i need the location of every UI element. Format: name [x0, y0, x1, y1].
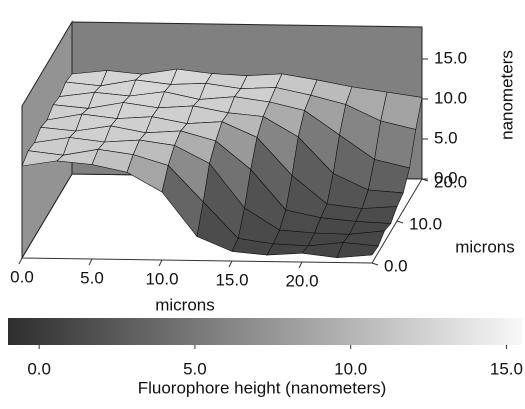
z-tick-label: 15.0	[434, 48, 467, 67]
y-tick-label: 10.0	[409, 214, 442, 233]
x-tick-label: 5.0	[80, 268, 104, 287]
colorbar-tick-label: 10.0	[334, 359, 367, 378]
colorbar-label: Fluorophore height (nanometers)	[138, 378, 387, 397]
x-tick-label: 20.0	[285, 271, 318, 290]
x-tick	[88, 258, 93, 266]
colorbar-tick-label: 0.0	[27, 359, 51, 378]
colorbar	[8, 318, 522, 345]
surface-cell	[240, 73, 283, 89]
y-tick	[371, 262, 379, 266]
x-tick	[158, 259, 163, 267]
y-tick-label: 20.0	[434, 172, 467, 191]
y-tick-label: 0.0	[384, 256, 408, 275]
surface-cell	[272, 229, 315, 247]
x-tick	[298, 261, 303, 269]
z-tick-label: 10.0	[434, 88, 467, 107]
colorbar-tick-label: 15.0	[490, 359, 523, 378]
x-tick	[18, 257, 23, 265]
y-axis-label: microns	[455, 237, 515, 256]
z-tick-label: 5.0	[434, 128, 458, 147]
surface-cell	[336, 242, 379, 259]
x-axis-label: microns	[155, 295, 215, 314]
z-axis-label: nanometers	[497, 50, 516, 140]
z-tick-label: 0.0	[434, 168, 458, 187]
x-tick	[228, 260, 233, 268]
x-tick-label: 10.0	[145, 269, 178, 288]
x-tick-label: 0.0	[10, 267, 34, 286]
surface-cell	[361, 189, 404, 209]
y-tick	[396, 220, 404, 224]
surface-cell	[355, 206, 398, 224]
colorbar-tick-label: 5.0	[183, 359, 207, 378]
x-tick-label: 15.0	[215, 270, 248, 289]
